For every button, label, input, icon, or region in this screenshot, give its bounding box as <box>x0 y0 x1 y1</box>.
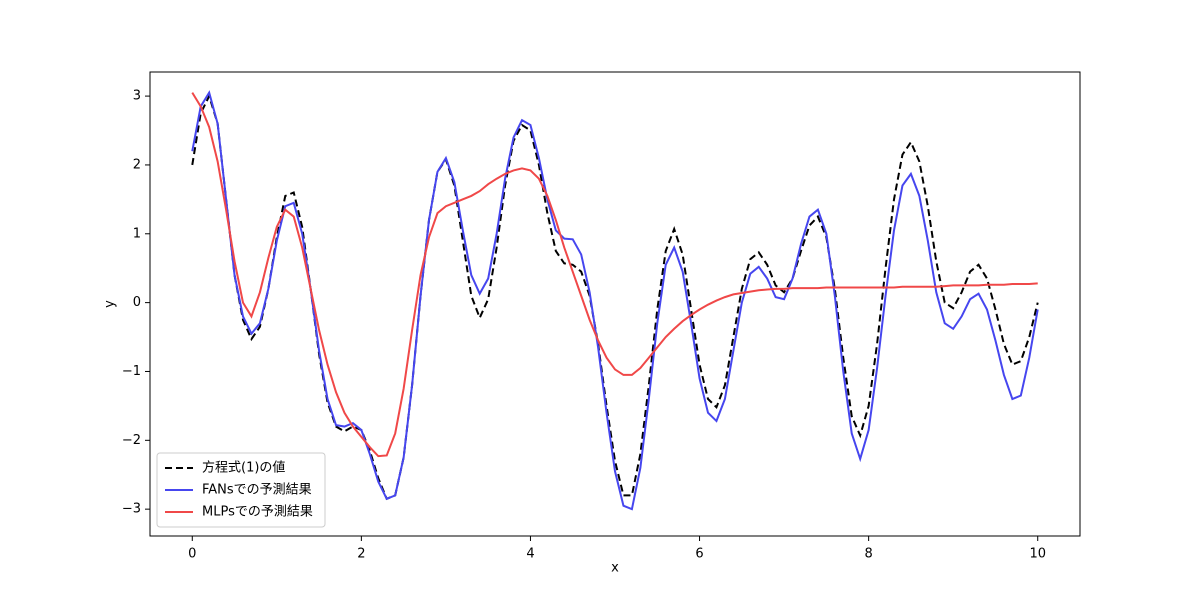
legend-label: FANsでの予測結果 <box>202 483 312 498</box>
y-tick-label: 1 <box>133 226 141 241</box>
y-tick-label: −2 <box>122 433 141 448</box>
x-tick-label: 2 <box>357 547 365 562</box>
x-axis-label: x <box>611 561 619 576</box>
line-series <box>191 92 1038 458</box>
x-tick-label: 10 <box>1029 547 1046 562</box>
x-tick-label: 4 <box>526 547 534 562</box>
plot-frame <box>149 71 1081 537</box>
y-tick-label: 0 <box>133 295 141 310</box>
y-tick-label: −3 <box>122 502 141 517</box>
y-axis-label: y <box>103 300 118 308</box>
legend-box <box>156 452 326 528</box>
y-tick-label: −1 <box>122 364 141 379</box>
legend-label: 方程式(1)の値 <box>202 460 285 476</box>
legend-label: MLPsでの予測結果 <box>202 505 313 520</box>
y-tick-label: 3 <box>133 89 141 104</box>
line-series <box>191 90 1039 511</box>
x-tick-label: 6 <box>695 547 703 562</box>
y-tick-label: 2 <box>133 157 141 172</box>
x-tick-label: 0 <box>188 547 196 562</box>
x-tick-label: 8 <box>864 547 872 562</box>
